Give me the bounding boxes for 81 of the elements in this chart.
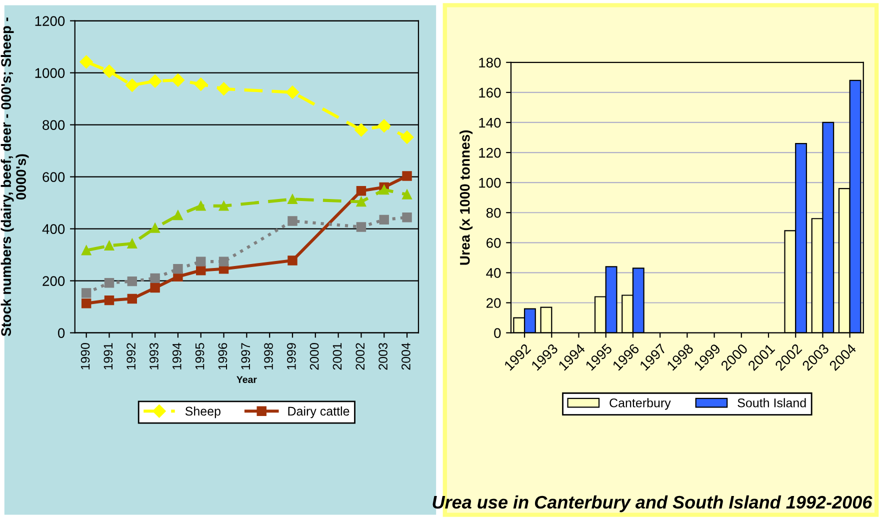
point bbox=[150, 223, 160, 233]
point bbox=[150, 273, 160, 284]
y-tick-label: 0 bbox=[494, 328, 501, 338]
point bbox=[218, 201, 229, 211]
legend-label: South Island bbox=[738, 398, 806, 408]
x-tick-label: 2004 bbox=[402, 342, 410, 370]
point bbox=[288, 194, 298, 204]
y-tick-label: 180 bbox=[479, 58, 501, 68]
x-tick-label: 2002 bbox=[356, 343, 365, 370]
point bbox=[104, 295, 114, 306]
x-tick-label: 1993 bbox=[150, 343, 158, 370]
x-tick-label: 1991 bbox=[104, 343, 113, 370]
point bbox=[288, 256, 298, 266]
y-tick-label: 1000 bbox=[35, 68, 65, 78]
x-tick-label: 1992 bbox=[126, 343, 136, 370]
point bbox=[196, 256, 206, 266]
point bbox=[81, 246, 92, 256]
y-tick-label: 800 bbox=[42, 120, 65, 130]
x-tick-label: 1998 bbox=[264, 343, 273, 370]
point bbox=[126, 78, 139, 92]
y-tick-label: 200 bbox=[42, 276, 65, 286]
point bbox=[354, 123, 368, 137]
x-tick-label: 2001 bbox=[332, 343, 342, 370]
point bbox=[400, 130, 414, 144]
point bbox=[104, 240, 114, 251]
y-tick-label: 600 bbox=[42, 172, 65, 182]
x-tick-label: 2000 bbox=[310, 343, 319, 370]
point bbox=[356, 222, 366, 232]
point bbox=[127, 294, 138, 304]
y-tick-label: 80 bbox=[486, 208, 501, 218]
text: Urea use in Canterbury and South Island 1992-2006 bbox=[432, 495, 872, 512]
x-tick-label: 1994 bbox=[172, 342, 182, 370]
point bbox=[150, 282, 160, 293]
point bbox=[127, 276, 138, 286]
point bbox=[356, 186, 366, 196]
x-tick-label: 1990 bbox=[80, 343, 90, 370]
point bbox=[196, 266, 206, 276]
x-axis-title: Year bbox=[236, 376, 257, 384]
point bbox=[402, 171, 412, 181]
point bbox=[80, 55, 93, 68]
point bbox=[194, 78, 208, 91]
point bbox=[104, 278, 114, 288]
y-tick-label: 120 bbox=[479, 148, 501, 158]
x-tick-label: 2003 bbox=[378, 343, 388, 370]
point bbox=[217, 82, 230, 96]
y-tick-label: 1200 bbox=[35, 16, 65, 26]
point bbox=[379, 214, 389, 225]
legend-label: Canterbury bbox=[610, 398, 671, 410]
y-tick-label: 60 bbox=[486, 238, 501, 248]
point bbox=[173, 210, 183, 220]
y-tick-label: 100 bbox=[479, 178, 501, 188]
y-tick-label: 40 bbox=[486, 268, 501, 278]
point bbox=[173, 264, 183, 274]
point bbox=[102, 64, 116, 78]
point bbox=[288, 216, 298, 226]
x-tick-label: 1999 bbox=[286, 343, 296, 370]
point bbox=[286, 86, 300, 99]
y-axis-title: Stock numbers (dairy, beef, deer - 000's; Sheep - 0000's) bbox=[0, 18, 29, 336]
x-tick-label: 1997 bbox=[241, 343, 250, 370]
y-tick-label: 0 bbox=[58, 328, 65, 338]
x-tick-label: 1995 bbox=[195, 343, 204, 370]
point bbox=[218, 256, 229, 266]
point bbox=[402, 212, 412, 222]
y-tick-label: 140 bbox=[479, 118, 501, 128]
y-tick-label: 20 bbox=[486, 298, 501, 308]
point bbox=[402, 190, 412, 200]
y-tick-label: 160 bbox=[479, 88, 501, 98]
point bbox=[127, 238, 138, 248]
x-tick-label: 1996 bbox=[218, 343, 228, 370]
point bbox=[379, 184, 389, 195]
y-tick-label: 400 bbox=[42, 224, 65, 234]
point bbox=[148, 74, 162, 88]
point bbox=[81, 298, 92, 308]
legend-label: Sheep bbox=[185, 406, 220, 418]
point bbox=[378, 119, 391, 132]
point bbox=[171, 73, 185, 87]
point bbox=[81, 288, 92, 298]
legend-label: Dairy cattle bbox=[288, 406, 350, 418]
point bbox=[196, 201, 206, 211]
y-axis-title: Urea (x 1000 tonnes) bbox=[460, 130, 473, 265]
point bbox=[356, 196, 366, 207]
